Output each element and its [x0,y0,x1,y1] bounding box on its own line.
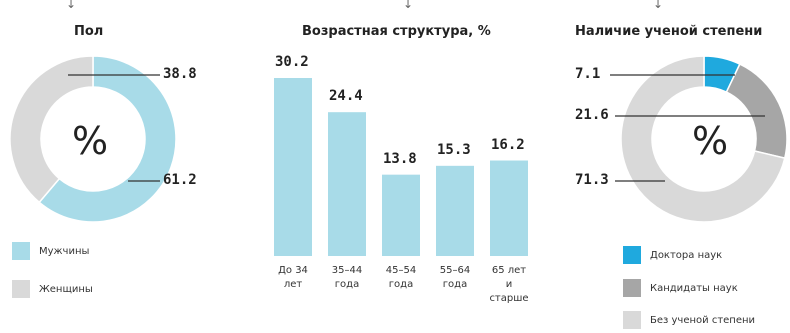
age-category-label: 35–44 года [331,265,363,290]
arrow-down-icon: ↓ [403,0,414,11]
legend-swatch-women [12,280,30,298]
degree-value-none: 71.3 [575,172,609,188]
age-panel: ↓ Возрастная структура, % 30.2 До 34 лет 2… [260,0,560,333]
age-bar-value-label: 30.2 [275,54,309,70]
legend-swatch-candidates [623,279,641,297]
degree-donut [610,55,788,223]
age-category-label: 55–64 года [439,265,471,290]
legend-item-candidates: Кандидаты наук [623,279,738,297]
age-bar-chart [274,78,528,257]
legend-swatch-no-degree [623,311,641,329]
degree-title: Наличие ученой степени [575,24,763,39]
age-category-label: 45–54 года [385,265,417,290]
gender-value-men: 61.2 [163,172,197,188]
legend-label-no-degree: Без ученой степени [650,314,756,326]
gender-title: Пол [74,24,104,39]
age-bar-3 [436,165,474,256]
age-bar-1 [328,112,366,257]
legend-label-candidates: Кандидаты наук [650,282,738,294]
legend-label-doctors: Доктора наук [650,249,723,261]
legend-item-women: Женщины [12,280,93,298]
age-bar-value-label: 13.8 [383,150,417,167]
degree-center-label: % [692,119,729,163]
legend-swatch-men [12,242,30,260]
legend-swatch-doctors [623,246,641,264]
legend-item-no-degree: Без ученой степени [623,311,755,329]
age-bar-value-label: 16.2 [491,136,525,153]
age-bar-value-label: 15.3 [437,141,471,158]
gender-donut [9,55,177,223]
age-title: Возрастная структура, % [302,24,491,39]
age-bar-2 [382,174,420,256]
arrow-down-icon: ↓ [653,0,664,11]
degree-value-doctors: 7.1 [575,66,601,82]
arrow-down-icon: ↓ [66,0,77,11]
degree-value-candidates: 21.6 [575,107,609,123]
age-category-label: 65 лет и старше [489,265,529,304]
degree-panel: ↓ Наличие ученой степени 7.1 21.6 71.3 %… [565,0,790,333]
age-bar-0 [274,78,312,256]
age-bar-value-label: 24.4 [329,88,363,105]
age-bar-4 [490,160,528,256]
legend-label-men: Мужчины [39,245,90,257]
legend-label-women: Женщины [39,283,93,295]
gender-value-women: 38.8 [163,66,197,82]
degree-hole [652,87,756,191]
legend-item-doctors: Доктора наук [623,246,722,264]
legend-item-men: Мужчины [12,242,89,260]
gender-panel: ↓ Пол 38.8 61.2 % Мужчины Женщины [0,0,220,333]
gender-hole [41,87,145,191]
gender-center-label: % [72,119,109,163]
age-category-label: До 34 лет [278,265,308,290]
